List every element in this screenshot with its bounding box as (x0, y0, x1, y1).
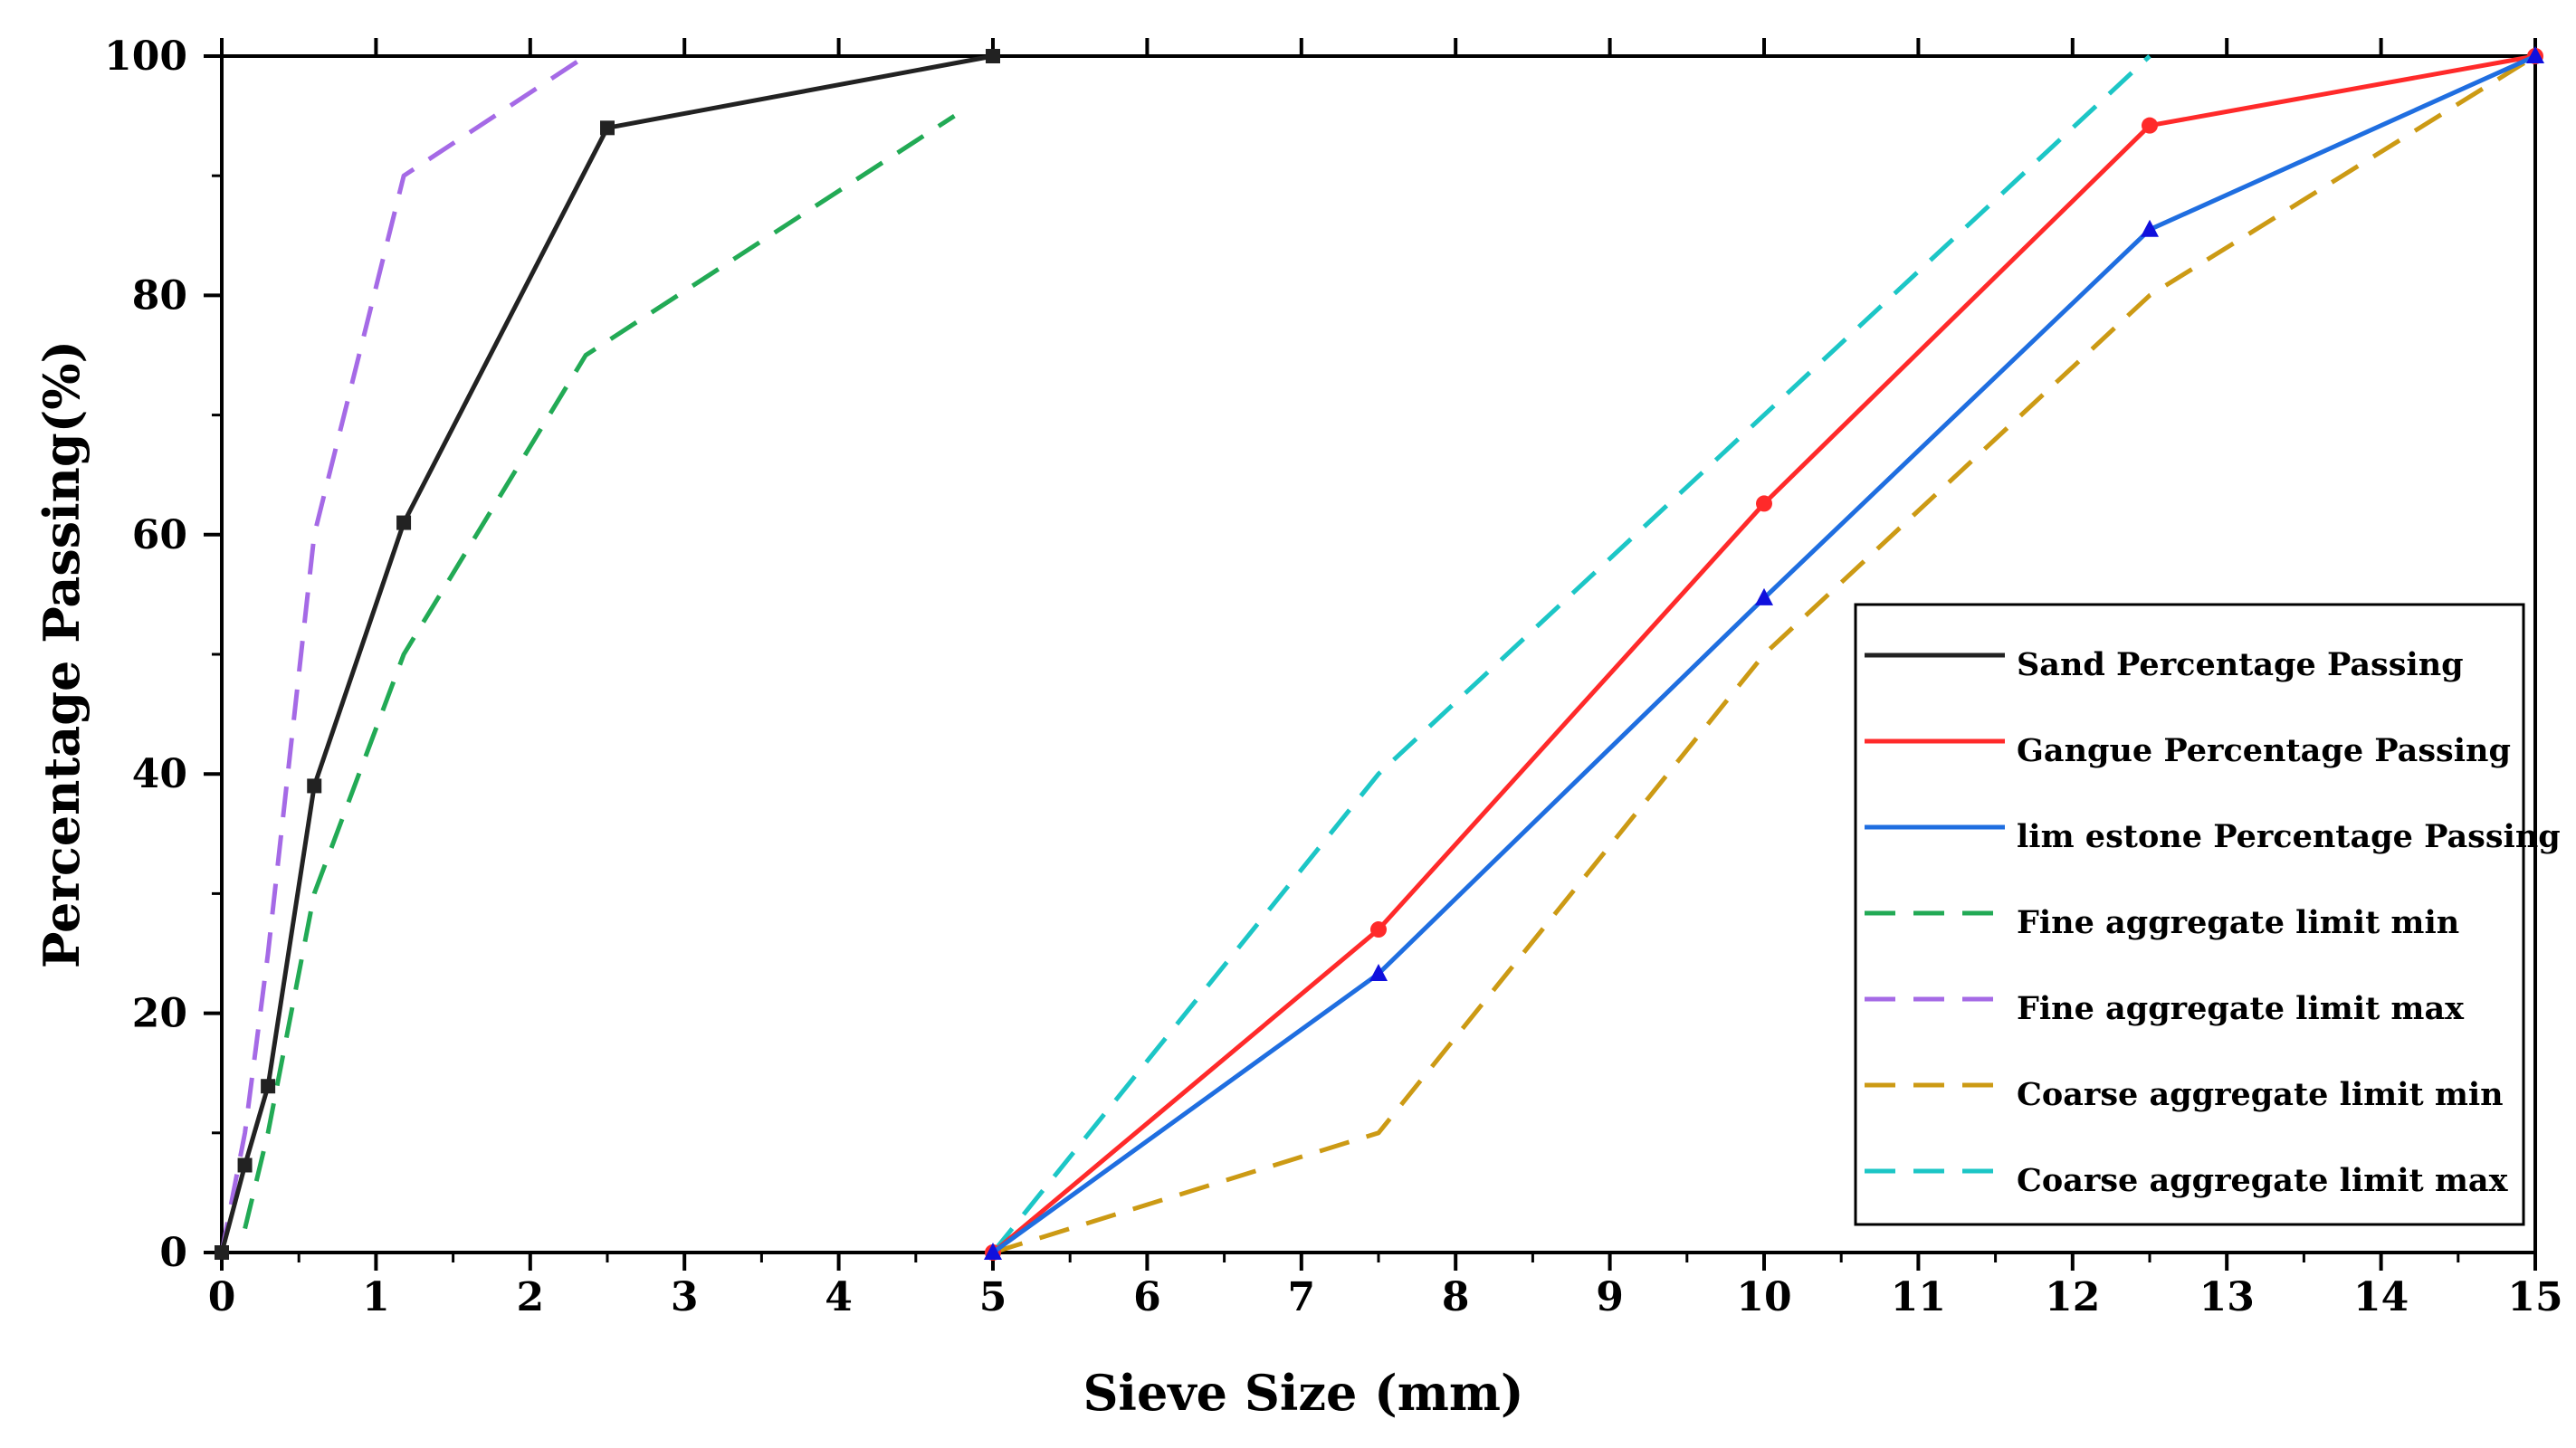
x-tick-label: 0 (208, 1274, 236, 1320)
data-point (2526, 46, 2544, 63)
legend-label: Fine aggregate limit min (2017, 904, 2459, 941)
data-point (1756, 495, 1772, 512)
x-tick-label: 2 (516, 1274, 544, 1320)
legend-label: Gangue Percentage Passing (2017, 732, 2511, 769)
series-lim-estone-percentage-passing (984, 46, 2544, 1260)
x-axis-title: Sieve Size (mm) (1083, 1364, 1523, 1422)
legend-item: Gangue Percentage Passing (1865, 732, 2511, 769)
data-point (1369, 963, 1388, 981)
legend-label: Fine aggregate limit max (2017, 990, 2465, 1027)
x-tick-label: 1 (362, 1274, 390, 1320)
x-tick-label: 11 (1891, 1274, 1946, 1320)
legend-label: lim estone Percentage Passing (2017, 818, 2561, 855)
series-sand-percentage-passing (215, 49, 1000, 1260)
x-tick-label: 5 (979, 1274, 1007, 1320)
x-tick-label: 14 (2353, 1274, 2409, 1320)
data-point (1370, 921, 1387, 938)
x-tick-label: 10 (1736, 1274, 1791, 1320)
series-layer (215, 46, 2544, 1261)
legend-label: Sand Percentage Passing (2017, 646, 2464, 683)
data-point (307, 778, 322, 794)
legend-item: Fine aggregate limit max (1865, 990, 2465, 1027)
legend-label: Coarse aggregate limit min (2017, 1076, 2504, 1113)
y-tick-label: 80 (132, 272, 187, 319)
x-tick-label: 6 (1133, 1274, 1161, 1320)
x-axis: 0 1 2 3 4 5 6 7 8 9 10 11 12 13 14 15 (208, 38, 2563, 1320)
legend: Sand Percentage Passing Gangue Percentage… (1854, 603, 2561, 1226)
x-tick-label: 12 (2045, 1274, 2100, 1320)
legend-label: Coarse aggregate limit max (2017, 1162, 2509, 1199)
series-coarse-aggregate-limit-max (991, 54, 2151, 1254)
data-point (2142, 117, 2158, 134)
x-tick-label: 7 (1287, 1274, 1315, 1320)
series-fine-aggregate-limit-min (243, 114, 956, 1230)
data-point (986, 49, 1000, 63)
legend-item: Coarse aggregate limit max (1865, 1162, 2509, 1199)
legend-item: lim estone Percentage Passing (1865, 818, 2561, 855)
x-tick-label: 4 (825, 1274, 853, 1320)
series-fine-aggregate-limit-max (219, 53, 587, 1253)
series-line (243, 114, 956, 1230)
data-point (237, 1157, 253, 1173)
series-line (992, 53, 2537, 1255)
data-point (2141, 219, 2159, 237)
x-tick-label: 13 (2199, 1274, 2255, 1320)
x-tick-label: 9 (1596, 1274, 1624, 1320)
data-point (600, 120, 615, 136)
data-point (1755, 587, 1773, 605)
y-tick-label: 40 (132, 751, 187, 797)
y-tick-label: 20 (132, 991, 187, 1037)
data-point (984, 1243, 1002, 1260)
legend-item: Sand Percentage Passing (1865, 646, 2464, 683)
legend-item: Coarse aggregate limit min (1865, 1076, 2504, 1113)
y-tick-label: 0 (159, 1230, 187, 1276)
series-line (219, 53, 587, 1253)
data-point (396, 515, 412, 530)
data-point (261, 1079, 276, 1094)
y-axis: 0 20 40 60 80 100 (104, 33, 222, 1276)
data-point (215, 1245, 229, 1260)
y-tick-label: 60 (132, 512, 187, 558)
y-tick-label: 100 (104, 33, 187, 80)
series-line (219, 53, 994, 1253)
y-axis-title: Percentage Passing(%) (33, 340, 91, 968)
series-line (991, 54, 2151, 1254)
series-coarse-aggregate-limit-min (992, 53, 2537, 1255)
x-tick-label: 3 (671, 1274, 699, 1320)
legend-item: Fine aggregate limit min (1865, 904, 2459, 941)
x-tick-label: 8 (1442, 1274, 1470, 1320)
x-tick-label: 15 (2507, 1274, 2562, 1320)
